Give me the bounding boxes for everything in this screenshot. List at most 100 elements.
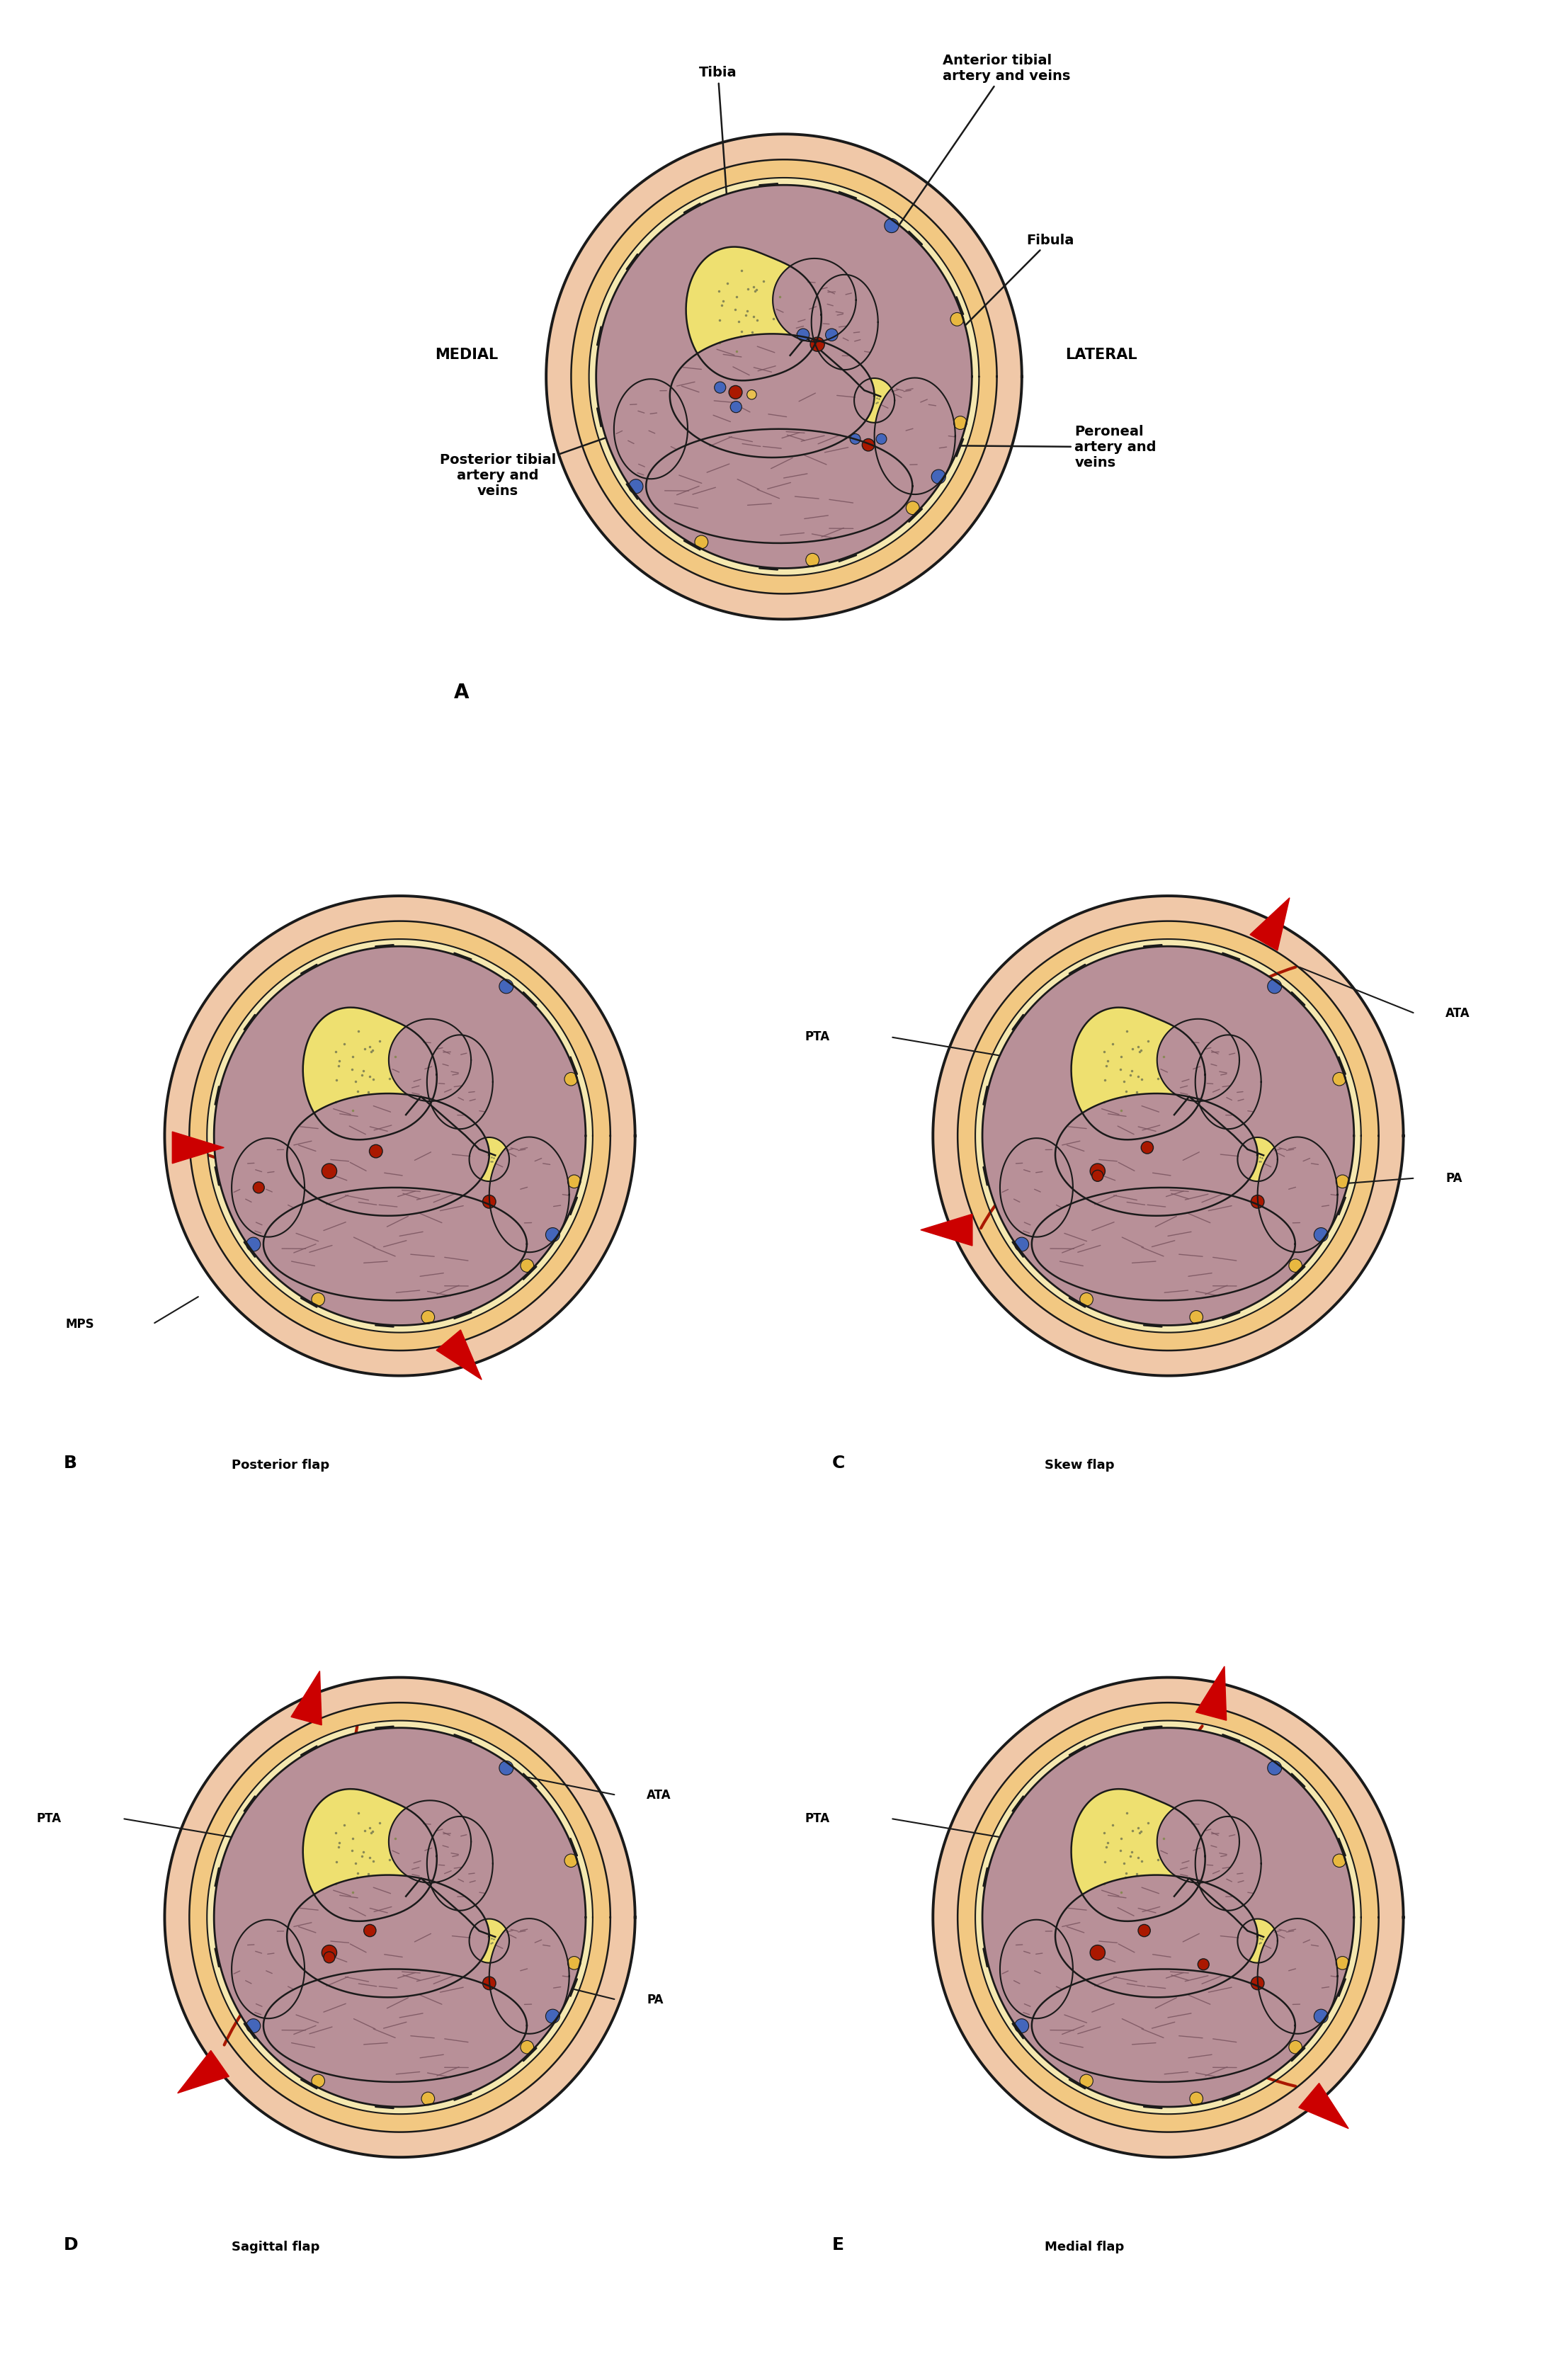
Text: B: B	[64, 1455, 77, 1471]
Polygon shape	[1298, 2083, 1348, 2128]
Circle shape	[1314, 1229, 1328, 1243]
Text: D: D	[64, 2236, 78, 2253]
Polygon shape	[920, 1215, 972, 1245]
Circle shape	[1289, 2041, 1301, 2053]
Polygon shape	[303, 1008, 437, 1139]
Circle shape	[1267, 979, 1281, 993]
Text: Fibula: Fibula	[892, 233, 1074, 400]
Polygon shape	[190, 920, 610, 1351]
Polygon shape	[596, 186, 972, 567]
Polygon shape	[1196, 1667, 1226, 1721]
Text: PTA: PTA	[804, 1031, 829, 1043]
Circle shape	[746, 391, 756, 400]
Circle shape	[499, 979, 513, 993]
Polygon shape	[489, 1919, 569, 2034]
Circle shape	[321, 1163, 337, 1179]
Polygon shape	[670, 334, 875, 457]
Text: LATERAL: LATERAL	[1065, 348, 1137, 363]
Polygon shape	[287, 1095, 489, 1215]
Polygon shape	[933, 897, 1403, 1375]
Polygon shape	[287, 1876, 489, 1996]
Text: MPS: MPS	[66, 1318, 94, 1330]
Polygon shape	[958, 920, 1378, 1351]
Polygon shape	[982, 1728, 1355, 2107]
Polygon shape	[1195, 1036, 1261, 1130]
Polygon shape	[1157, 1801, 1239, 1883]
Circle shape	[729, 386, 742, 398]
Polygon shape	[1258, 1919, 1338, 2034]
Polygon shape	[875, 379, 955, 494]
Polygon shape	[165, 897, 635, 1375]
Polygon shape	[263, 1968, 527, 2081]
Circle shape	[422, 2093, 434, 2104]
Circle shape	[811, 337, 825, 351]
Text: Anterior tibial
artery and veins: Anterior tibial artery and veins	[818, 54, 1071, 344]
Circle shape	[1014, 2020, 1029, 2034]
Circle shape	[1080, 2074, 1093, 2088]
Circle shape	[521, 2041, 533, 2053]
Circle shape	[483, 1977, 495, 1989]
Polygon shape	[426, 1036, 492, 1130]
Polygon shape	[1237, 1137, 1278, 1182]
Circle shape	[1336, 1956, 1348, 1970]
Circle shape	[1289, 1259, 1301, 1271]
Polygon shape	[263, 1186, 527, 1299]
Circle shape	[483, 1196, 495, 1208]
Polygon shape	[232, 1137, 304, 1236]
Circle shape	[521, 1259, 533, 1271]
Circle shape	[1091, 1170, 1104, 1182]
Text: Posterior tibial
artery and
veins: Posterior tibial artery and veins	[439, 393, 734, 499]
Circle shape	[877, 433, 886, 445]
Polygon shape	[1032, 1186, 1295, 1299]
Circle shape	[1014, 1238, 1029, 1252]
Circle shape	[1190, 1311, 1203, 1323]
Circle shape	[1080, 1292, 1093, 1306]
Circle shape	[1090, 1944, 1105, 1961]
Polygon shape	[1055, 1876, 1258, 1996]
Circle shape	[1251, 1196, 1264, 1208]
Polygon shape	[172, 1132, 224, 1163]
Circle shape	[715, 381, 726, 393]
Circle shape	[884, 219, 898, 233]
Circle shape	[1267, 1761, 1281, 1775]
Polygon shape	[982, 946, 1355, 1325]
Circle shape	[1190, 2093, 1203, 2104]
Circle shape	[370, 1144, 383, 1158]
Circle shape	[629, 480, 643, 494]
Text: PTA: PTA	[804, 1813, 829, 1824]
Circle shape	[564, 1073, 577, 1085]
Text: Tibia: Tibia	[699, 66, 737, 275]
Circle shape	[1333, 1855, 1345, 1867]
Circle shape	[731, 400, 742, 412]
Polygon shape	[213, 1728, 586, 2107]
Polygon shape	[426, 1817, 492, 1911]
Text: PA: PA	[1446, 1172, 1463, 1184]
Text: Skew flap: Skew flap	[1044, 1459, 1115, 1471]
Text: Posterior flap: Posterior flap	[232, 1459, 329, 1471]
Circle shape	[950, 313, 964, 325]
Polygon shape	[389, 1019, 470, 1102]
Circle shape	[1336, 1175, 1348, 1189]
Circle shape	[953, 417, 967, 428]
Polygon shape	[190, 1702, 610, 2133]
Polygon shape	[773, 259, 856, 341]
Polygon shape	[303, 1789, 437, 1921]
Text: ATA: ATA	[648, 1789, 671, 1801]
Polygon shape	[1237, 1919, 1278, 1963]
Circle shape	[364, 1926, 376, 1937]
Polygon shape	[1032, 1968, 1295, 2081]
Polygon shape	[1157, 1019, 1239, 1102]
Polygon shape	[1000, 1137, 1073, 1236]
Polygon shape	[436, 1330, 481, 1379]
Polygon shape	[1250, 897, 1289, 951]
Circle shape	[850, 433, 861, 445]
Text: Medial flap: Medial flap	[1044, 2241, 1124, 2253]
Circle shape	[906, 501, 919, 516]
Text: PTA: PTA	[36, 1813, 61, 1824]
Polygon shape	[958, 1702, 1378, 2133]
Polygon shape	[469, 1137, 510, 1182]
Polygon shape	[165, 1678, 635, 2156]
Polygon shape	[1071, 1789, 1206, 1921]
Circle shape	[564, 1855, 577, 1867]
Polygon shape	[213, 946, 586, 1325]
